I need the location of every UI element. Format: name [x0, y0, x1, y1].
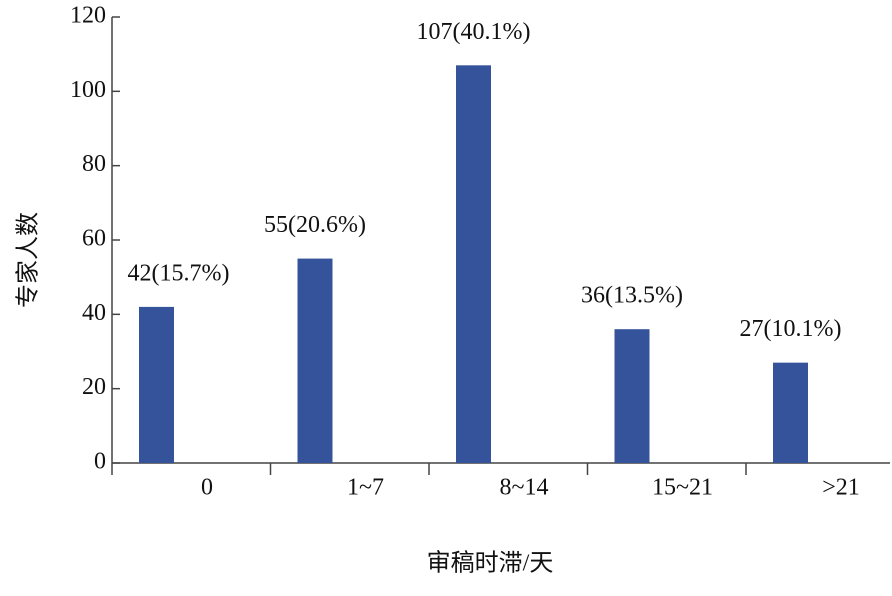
- x-axis-title: 审稿时滞/天: [427, 550, 554, 577]
- y-tick-label: 120: [70, 3, 106, 29]
- data-label: 36(13.5%): [581, 283, 683, 309]
- data-label: 42(15.7%): [128, 260, 230, 286]
- y-tick-label: 60: [82, 226, 106, 252]
- data-label: 27(10.1%): [740, 316, 842, 342]
- x-tick-label: 15~21: [652, 475, 713, 501]
- data-label: 107(40.1%): [417, 19, 531, 45]
- bar: [614, 329, 650, 463]
- y-tick-label: 80: [82, 151, 106, 177]
- y-axis-title: 专家人数: [15, 212, 42, 308]
- x-tick-label: 0: [201, 475, 213, 501]
- x-tick-label: >21: [822, 475, 860, 501]
- data-label: 55(20.6%): [264, 212, 366, 238]
- y-tick-label: 40: [82, 300, 106, 326]
- bar: [456, 65, 491, 464]
- x-tick-label: 8~14: [500, 475, 549, 501]
- y-tick-label: 100: [70, 77, 106, 103]
- y-tick-label: 0: [94, 449, 106, 475]
- bar: [773, 362, 808, 463]
- y-tick-label: 20: [82, 374, 106, 400]
- bar: [139, 306, 174, 463]
- bar: [297, 258, 333, 463]
- x-tick-label: 1~7: [347, 475, 384, 501]
